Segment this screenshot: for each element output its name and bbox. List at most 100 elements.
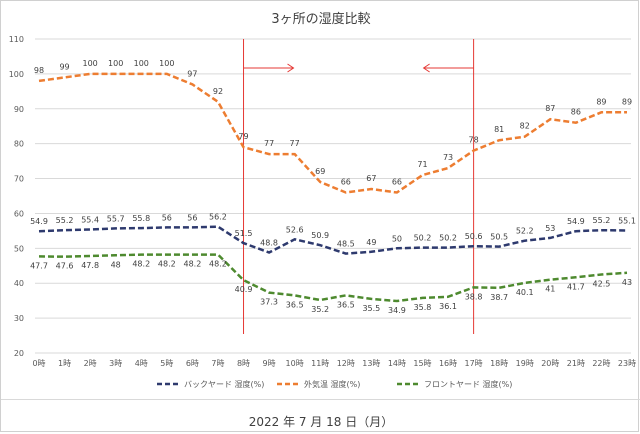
y-axis-ticks: 20 30 40 50 60 70 80 90 100 110 [9, 35, 24, 358]
x-tick-label: 1時 [58, 359, 71, 368]
data-label: 38.7 [490, 293, 508, 302]
data-label: 55.2 [593, 216, 611, 225]
data-label: 35.2 [311, 305, 329, 314]
data-label: 41.7 [567, 282, 585, 291]
data-label: 82 [520, 122, 530, 131]
x-tick-label: 14時 [388, 359, 406, 368]
series-line [38, 72, 627, 194]
y-tick-label: 70 [14, 175, 24, 184]
x-tick-label: 3時 [109, 359, 122, 368]
data-label: 77 [290, 139, 300, 148]
legend-label: 外気温 湿度(%) [304, 379, 360, 389]
data-label: 51.5 [235, 229, 253, 238]
data-label: 48.5 [337, 240, 355, 249]
data-label: 89 [596, 97, 606, 106]
data-label: 81 [494, 125, 504, 134]
data-label: 98 [34, 66, 44, 75]
data-labels: 54.9 55.2 55.4 55.7 55.8 56 56 56.2 51.5 48.8 52.6… [30, 59, 636, 315]
data-label: 79 [238, 132, 248, 141]
arrow-head [422, 63, 430, 73]
x-tick-label: 13時 [362, 359, 380, 368]
data-label: 86 [571, 108, 581, 117]
data-label: 67 [366, 174, 376, 183]
data-label: 52.2 [516, 227, 534, 236]
data-label: 47.7 [30, 261, 48, 270]
y-tick-label: 30 [14, 314, 24, 323]
data-label: 47.8 [81, 261, 99, 270]
y-tick-label: 60 [14, 209, 24, 218]
legend-label: フロントヤード 湿度(%) [424, 379, 512, 389]
data-label: 56 [162, 213, 172, 222]
data-label: 36.5 [286, 300, 304, 309]
date-caption: 2022 年 7 月 18 日（月） [248, 415, 394, 429]
data-label: 48.2 [158, 260, 176, 269]
data-label: 89 [622, 97, 632, 106]
series-lines [38, 72, 628, 303]
data-label: 69 [315, 167, 325, 176]
data-label: 50.5 [490, 233, 508, 242]
data-label: 55.4 [81, 215, 99, 224]
x-tick-label: 8時 [237, 359, 250, 368]
data-label: 100 [159, 59, 174, 68]
x-tick-label: 21時 [567, 359, 585, 368]
x-tick-label: 7時 [211, 359, 224, 368]
data-label: 35.5 [362, 304, 380, 313]
data-label: 55.7 [107, 214, 125, 223]
data-label: 66 [341, 178, 351, 187]
data-label: 49 [366, 238, 376, 247]
caption-divider [1, 399, 640, 400]
data-label: 50.6 [465, 232, 483, 241]
x-tick-label: 22時 [592, 359, 610, 368]
series-line [38, 253, 628, 303]
x-tick-label: 0時 [32, 359, 45, 368]
y-tick-label: 110 [9, 35, 24, 44]
data-label: 53 [545, 224, 555, 233]
data-label: 36.5 [337, 300, 355, 309]
data-label: 47.6 [56, 262, 74, 271]
x-tick-label: 10時 [286, 359, 304, 368]
data-label: 50 [392, 234, 402, 243]
gridlines [35, 38, 631, 354]
data-label: 48 [111, 260, 121, 269]
x-tick-label: 11時 [311, 359, 329, 368]
x-tick-label: 12時 [337, 359, 355, 368]
x-tick-label: 19時 [516, 359, 534, 368]
arrow-head [287, 63, 295, 73]
data-label: 55.8 [132, 214, 150, 223]
data-label: 50.9 [311, 231, 329, 240]
data-label: 99 [59, 62, 69, 71]
data-label: 55.2 [56, 216, 74, 225]
data-label: 38.8 [465, 292, 483, 301]
data-label: 100 [108, 59, 123, 68]
data-label: 78 [469, 136, 479, 145]
data-label: 100 [134, 59, 149, 68]
data-label: 92 [213, 87, 223, 96]
data-label: 41 [545, 285, 555, 294]
data-label: 48.8 [260, 239, 278, 248]
x-tick-label: 18時 [490, 359, 508, 368]
data-label: 56.2 [209, 213, 227, 222]
x-tick-label: 6時 [186, 359, 199, 368]
data-label: 71 [417, 160, 427, 169]
data-label: 37.3 [260, 298, 278, 307]
data-label: 87 [545, 104, 555, 113]
data-label: 48.2 [209, 260, 227, 269]
data-label: 40.9 [235, 285, 253, 294]
data-label: 43 [622, 278, 632, 287]
legend: バックヤード 湿度(%) 外気温 湿度(%) フロントヤード 湿度(%) [157, 379, 512, 389]
data-label: 73 [443, 153, 453, 162]
x-tick-label: 2時 [84, 359, 97, 368]
data-label: 50.2 [439, 234, 457, 243]
y-tick-label: 20 [14, 349, 24, 358]
data-label: 42.5 [593, 280, 611, 289]
data-label: 100 [82, 59, 97, 68]
data-label: 50.2 [414, 234, 432, 243]
x-tick-label: 9時 [263, 359, 276, 368]
chart-title: 3ヶ所の湿度比較 [271, 11, 370, 27]
data-label: 66 [392, 178, 402, 187]
x-tick-label: 17時 [465, 359, 483, 368]
data-label: 48.2 [132, 260, 150, 269]
data-label: 77 [264, 139, 274, 148]
